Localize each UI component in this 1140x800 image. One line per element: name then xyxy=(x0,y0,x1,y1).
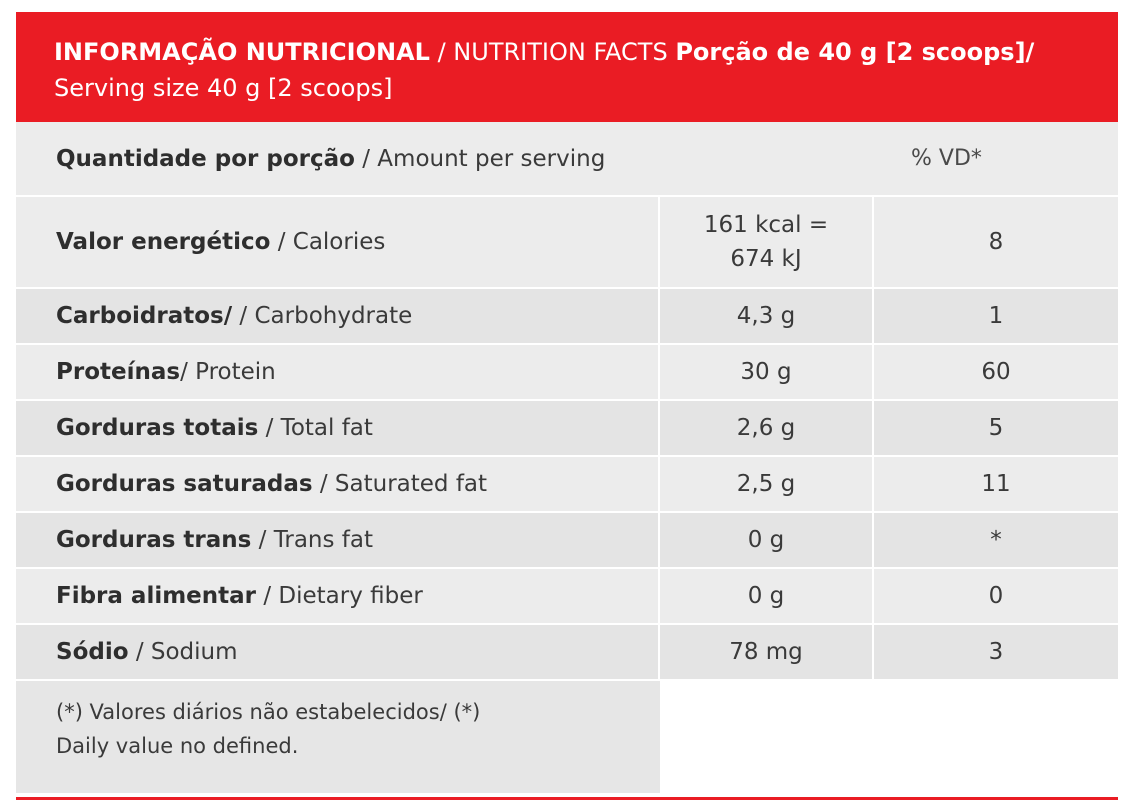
nutrient-pt: Sódio xyxy=(56,639,129,665)
table-header: INFORMAÇÃO NUTRICIONAL / NUTRITION FACTS… xyxy=(16,12,1118,122)
nutrient-name: Gorduras saturadas / Saturated fat xyxy=(16,457,660,511)
nutrient-en: / Saturated fat xyxy=(312,471,488,497)
serving-pt: Porção de 40 g [2 scoops]/ xyxy=(675,38,1035,66)
nutrient-dv: 11 xyxy=(981,471,1011,497)
nutrient-dv: * xyxy=(990,527,1002,553)
footnote-line-1: (*) Valores diários não estabelecidos/ (… xyxy=(56,700,481,724)
nutrient-pt: Gorduras trans xyxy=(56,527,252,553)
nutrient-en: / Carbohydrate xyxy=(232,303,413,329)
nutrient-pt: Proteínas xyxy=(56,359,181,385)
nutrient-dv: 8 xyxy=(988,229,1004,255)
nutrient-pt: Carboidratos/ xyxy=(56,303,233,329)
nutrient-name: Sódio / Sodium xyxy=(16,625,660,679)
table-row: Fibra alimentar / Dietary fiber 0 g 0 xyxy=(16,569,1118,625)
nutrient-name: Gorduras totais / Total fat xyxy=(16,401,660,455)
bottom-divider xyxy=(16,797,1118,800)
footnote-row: (*) Valores diários não estabelecidos/ (… xyxy=(16,681,1118,793)
amount-line-2: 674 kJ xyxy=(730,246,802,272)
nutrient-en: / Protein xyxy=(180,359,276,385)
nutrient-name: Proteínas / Protein xyxy=(16,345,660,399)
nutrient-dv: 1 xyxy=(988,303,1004,329)
nutrient-pt: Fibra alimentar xyxy=(56,583,257,609)
nutrient-name: Fibra alimentar / Dietary fiber xyxy=(16,569,660,623)
amount-line-1: 161 kcal = xyxy=(703,212,829,238)
amount-en: / Amount per serving xyxy=(354,146,606,172)
nutrient-en: / Trans fat xyxy=(251,527,374,553)
nutrient-en: / Dietary fiber xyxy=(256,583,423,609)
table-row: Gorduras trans / Trans fat 0 g * xyxy=(16,513,1118,569)
amount-per-serving-row: Quantidade por porção / Amount per servi… xyxy=(16,122,1118,197)
amount-label: Quantidade por porção / Amount per servi… xyxy=(56,142,605,176)
title-pt: INFORMAÇÃO NUTRICIONAL xyxy=(54,38,430,66)
nutrient-en: / Total fat xyxy=(258,415,373,441)
nutrient-pt: Gorduras saturadas xyxy=(56,471,313,497)
table-row: Proteínas / Protein 30 g 60 xyxy=(16,345,1118,401)
nutrient-amount: 78 mg xyxy=(660,625,874,679)
title-en: / NUTRITION FACTS xyxy=(429,38,676,66)
nutrient-pt: Gorduras totais xyxy=(56,415,259,441)
table-row: Valor energético / Calories 161 kcal = 67… xyxy=(16,197,1118,289)
nutrient-amount: 0 g xyxy=(660,513,874,567)
table-row: Carboidratos/ / Carbohydrate 4,3 g 1 xyxy=(16,289,1118,345)
nutrient-amount: 2,5 g xyxy=(660,457,874,511)
nutrient-pt: Valor energético xyxy=(56,229,271,255)
nutrient-name: Valor energético / Calories xyxy=(16,197,660,287)
nutrient-amount: 4,3 g xyxy=(660,289,874,343)
nutrient-amount: 0 g xyxy=(660,569,874,623)
nutrient-amount: 161 kcal = 674 kJ xyxy=(660,197,874,287)
nutrient-dv: 5 xyxy=(988,415,1004,441)
header-line-2: Serving size 40 g [2 scoops] xyxy=(54,70,1080,106)
nutrient-dv: 3 xyxy=(988,639,1004,665)
table-row: Sódio / Sodium 78 mg 3 xyxy=(16,625,1118,681)
nutrient-amount: 30 g xyxy=(660,345,874,399)
daily-value-header: % VD* xyxy=(911,146,982,171)
nutrient-name: Carboidratos/ / Carbohydrate xyxy=(16,289,660,343)
nutrient-amount: 2,6 g xyxy=(660,401,874,455)
nutrient-en: / Sodium xyxy=(128,639,238,665)
nutrient-dv: 60 xyxy=(981,359,1011,385)
footnote: (*) Valores diários não estabelecidos/ (… xyxy=(16,681,660,793)
nutrient-dv: 0 xyxy=(988,583,1004,609)
footnote-line-2: Daily value no defined. xyxy=(56,734,299,758)
nutrition-table: INFORMAÇÃO NUTRICIONAL / NUTRITION FACTS… xyxy=(16,12,1118,793)
nutrient-en: / Calories xyxy=(270,229,386,255)
table-row: Gorduras totais / Total fat 2,6 g 5 xyxy=(16,401,1118,457)
serving-en: Serving size 40 g [2 scoops] xyxy=(54,74,393,102)
header-line-1: INFORMAÇÃO NUTRICIONAL / NUTRITION FACTS… xyxy=(54,34,1080,70)
nutrient-name: Gorduras trans / Trans fat xyxy=(16,513,660,567)
table-row: Gorduras saturadas / Saturated fat 2,5 g… xyxy=(16,457,1118,513)
amount-pt: Quantidade por porção xyxy=(56,146,355,172)
